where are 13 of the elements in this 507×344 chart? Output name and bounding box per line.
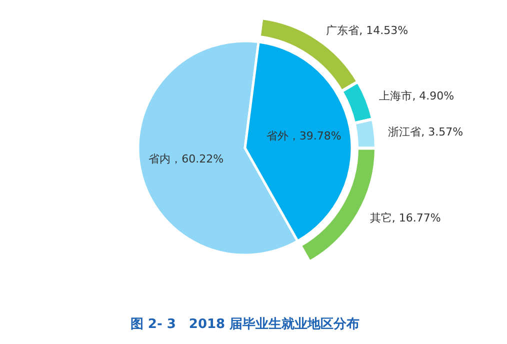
slice-label: 省外 xyxy=(266,129,288,142)
data-label: , 14.53% xyxy=(359,24,408,38)
data-label: , 16.77% xyxy=(392,212,441,225)
slice-label: 其它 xyxy=(370,212,392,225)
data-label: ，60.22% xyxy=(170,152,224,166)
slice-label: 省内 xyxy=(148,152,171,166)
slice-label: 上海市 xyxy=(379,90,412,103)
data-label: , 3.57% xyxy=(421,126,464,139)
data-label: , 4.90% xyxy=(412,90,454,103)
data-label: ，39.78% xyxy=(288,129,342,142)
text: 图 2- 3 2018 届毕业生就业地区分布 xyxy=(130,316,360,332)
slice-label: 浙江省 xyxy=(388,126,422,139)
slice-label: 广东省 xyxy=(326,24,360,38)
